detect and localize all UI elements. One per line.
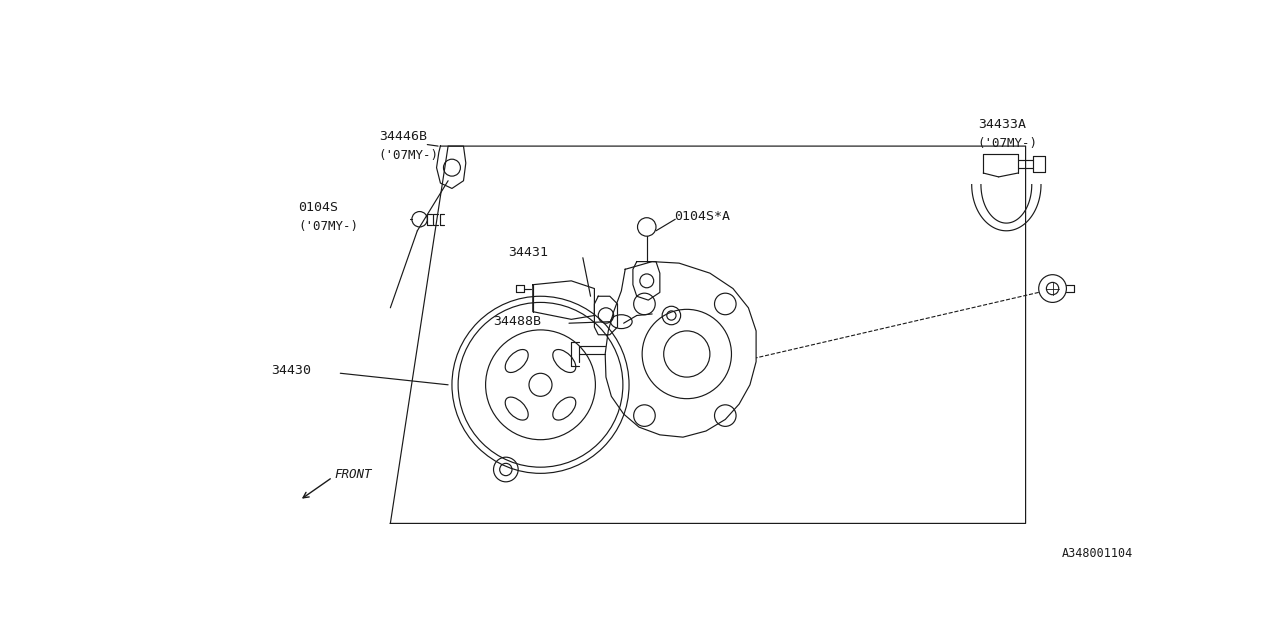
Text: 34433A: 34433A — [978, 118, 1025, 131]
Text: ('07MY-): ('07MY-) — [298, 220, 358, 233]
Text: 34430: 34430 — [271, 364, 311, 378]
Text: 0104S: 0104S — [298, 201, 338, 214]
Text: 34431: 34431 — [508, 246, 548, 259]
Text: ('07MY-): ('07MY-) — [978, 136, 1038, 150]
Text: 34446B: 34446B — [379, 131, 426, 143]
Text: ('07MY-): ('07MY-) — [379, 149, 439, 162]
Text: 0104S*A: 0104S*A — [673, 211, 730, 223]
Text: 34488B: 34488B — [493, 315, 540, 328]
Text: A348001104: A348001104 — [1062, 547, 1133, 561]
Text: FRONT: FRONT — [335, 468, 372, 481]
